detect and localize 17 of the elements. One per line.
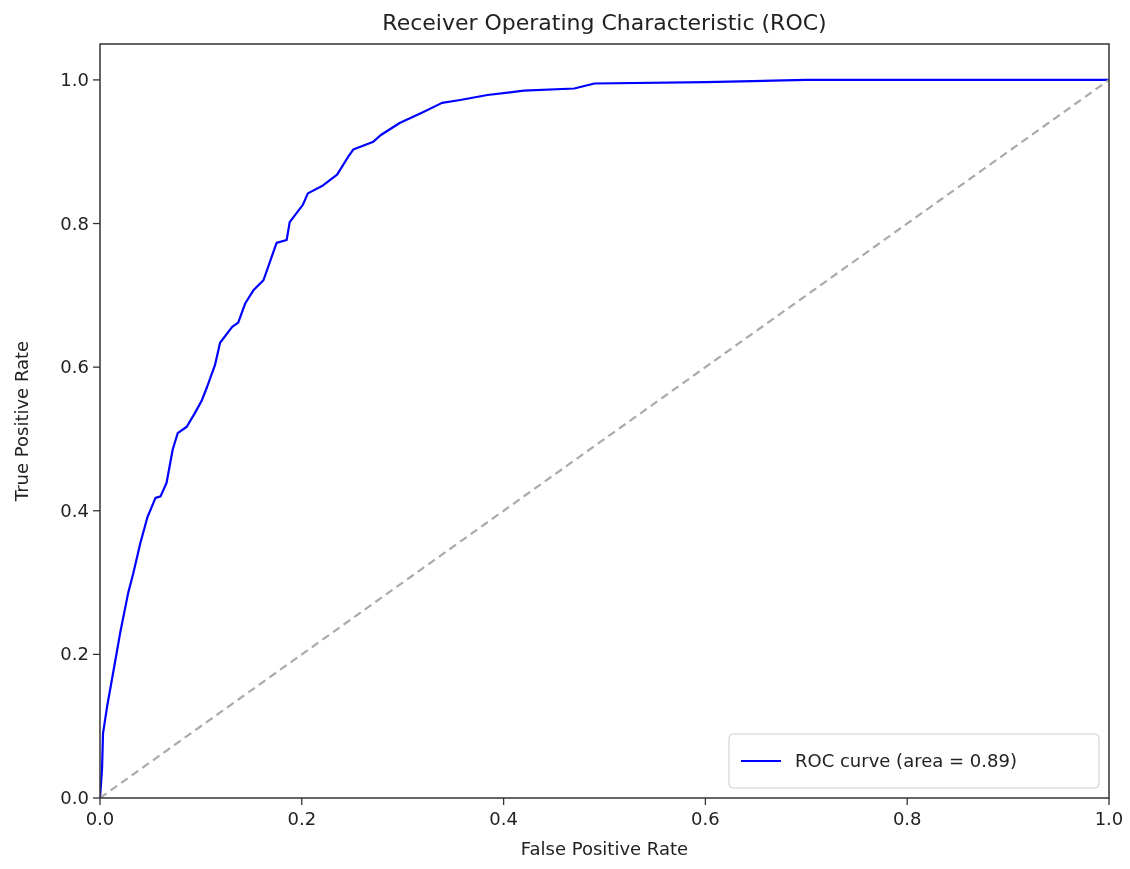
y-axis-title: True Positive Rate: [11, 340, 32, 503]
y-tick-label: 0.6: [60, 356, 89, 378]
x-tick-label: 1.0: [1094, 808, 1124, 829]
chart-title: Receiver Operating Characteristic (ROC): [382, 10, 827, 35]
line-series: [100, 78, 1109, 798]
y-tick-label: 0.0: [60, 787, 89, 808]
y-tick-label: 0.8: [60, 212, 89, 234]
x-tick-label: 0.8: [892, 808, 922, 829]
y-tick-label: 0.2: [60, 643, 89, 665]
x-axis-title: False Positive Rate: [520, 838, 689, 859]
legend-label: ROC curve (area = 0.89): [795, 750, 1017, 771]
y-tick-label: 1.0: [60, 68, 89, 90]
x-tick-label: 0.0: [85, 808, 115, 829]
y-tick-label: 0.4: [60, 499, 89, 521]
x-tick-label: 0.2: [287, 808, 317, 829]
x-tick-label: 0.6: [691, 808, 720, 829]
x-tick-label: 0.4: [489, 808, 518, 829]
